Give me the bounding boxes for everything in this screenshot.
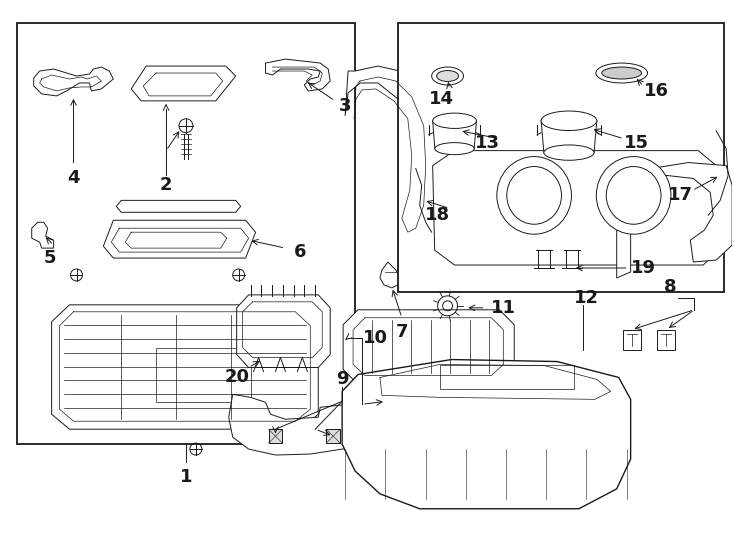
Bar bbox=[658, 330, 675, 349]
Text: 2: 2 bbox=[160, 177, 172, 194]
Polygon shape bbox=[51, 305, 319, 429]
Polygon shape bbox=[432, 151, 718, 265]
Ellipse shape bbox=[437, 71, 459, 82]
Polygon shape bbox=[103, 220, 255, 258]
Polygon shape bbox=[34, 67, 113, 96]
Text: 5: 5 bbox=[43, 249, 56, 267]
Polygon shape bbox=[428, 316, 465, 334]
Bar bbox=[398, 23, 724, 292]
Bar bbox=[269, 429, 283, 443]
Ellipse shape bbox=[432, 113, 476, 129]
Bar bbox=[622, 330, 641, 349]
Text: 13: 13 bbox=[475, 134, 500, 152]
Bar bbox=[440, 364, 574, 389]
Ellipse shape bbox=[602, 67, 642, 79]
Text: 14: 14 bbox=[429, 90, 454, 108]
Text: 16: 16 bbox=[644, 82, 669, 100]
Text: 1: 1 bbox=[180, 468, 192, 486]
Ellipse shape bbox=[435, 143, 474, 154]
Text: 3: 3 bbox=[339, 97, 352, 115]
Text: 4: 4 bbox=[68, 170, 80, 187]
Text: 18: 18 bbox=[425, 206, 450, 224]
Polygon shape bbox=[345, 66, 440, 252]
Polygon shape bbox=[343, 310, 515, 384]
Text: 8: 8 bbox=[664, 278, 677, 296]
Polygon shape bbox=[266, 59, 330, 91]
Ellipse shape bbox=[544, 145, 594, 160]
Polygon shape bbox=[116, 200, 241, 212]
Text: 6: 6 bbox=[294, 243, 307, 261]
Polygon shape bbox=[380, 262, 400, 288]
Text: 10: 10 bbox=[363, 329, 388, 347]
Text: 11: 11 bbox=[491, 299, 516, 317]
Text: 17: 17 bbox=[668, 186, 693, 204]
Polygon shape bbox=[342, 360, 631, 509]
Polygon shape bbox=[617, 163, 732, 278]
Polygon shape bbox=[131, 66, 236, 101]
Ellipse shape bbox=[606, 166, 661, 224]
Polygon shape bbox=[32, 222, 54, 248]
Text: 19: 19 bbox=[631, 259, 656, 277]
Text: 12: 12 bbox=[575, 289, 600, 307]
Bar bbox=[156, 348, 250, 402]
Ellipse shape bbox=[432, 67, 463, 85]
Text: 20: 20 bbox=[224, 368, 249, 387]
Polygon shape bbox=[229, 394, 375, 455]
Text: 7: 7 bbox=[396, 323, 408, 341]
Bar bbox=[326, 429, 340, 443]
Ellipse shape bbox=[506, 166, 562, 224]
Text: 15: 15 bbox=[624, 134, 649, 152]
Polygon shape bbox=[382, 387, 425, 417]
Text: 9: 9 bbox=[336, 370, 349, 388]
Bar bbox=[17, 23, 355, 444]
Ellipse shape bbox=[541, 111, 597, 131]
Ellipse shape bbox=[497, 157, 572, 234]
Polygon shape bbox=[236, 295, 330, 368]
Ellipse shape bbox=[596, 157, 671, 234]
Ellipse shape bbox=[596, 63, 647, 83]
